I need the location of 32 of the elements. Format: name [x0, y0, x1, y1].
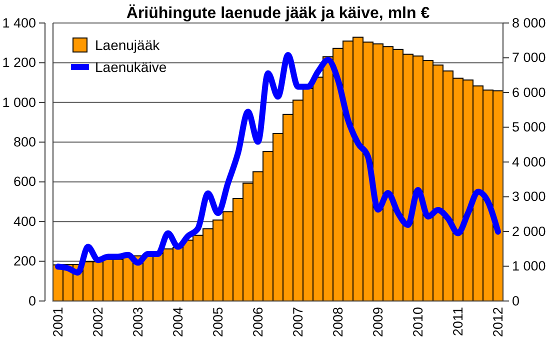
x-tick-label: 2008: [330, 307, 346, 338]
y-tick-label: 1 200: [2, 55, 36, 70]
y-tick-label: 400: [13, 214, 36, 229]
y2-tick-label: 1 000: [512, 258, 546, 274]
legend-label: Laenujääk: [95, 36, 161, 53]
y-tick-label: 800: [13, 134, 36, 150]
y-tick-label: 200: [13, 254, 36, 269]
y2-tick-label: 0: [512, 293, 520, 308]
y2-tick-label: 5 000: [512, 120, 546, 135]
y-tick-label: 1 000: [2, 94, 36, 110]
y2-tick-label: 3 000: [512, 189, 546, 204]
x-tick-label: 2007: [290, 307, 306, 338]
x-tick-label: 2006: [250, 307, 266, 338]
x-tick-label: 2001: [50, 307, 66, 338]
y2-tick-label: 7 000: [512, 50, 546, 66]
legend-label: Laenukäive: [95, 58, 167, 75]
y2-tick-label: 4 000: [512, 154, 546, 170]
y2-tick-label: 8 000: [512, 15, 546, 30]
x-tick-label: 2004: [170, 306, 186, 338]
x-tick-label: 2002: [90, 307, 106, 338]
x-tick-label: 2005: [210, 307, 226, 338]
x-tick-label: 2012: [490, 307, 506, 338]
y2-tick-label: 2 000: [512, 224, 546, 239]
y-tick-label: 600: [13, 174, 36, 190]
x-tick-label: 2009: [370, 307, 386, 338]
y-tick-label: 0: [28, 293, 36, 308]
chart-title: Äriühingute laenude jääk ja käive, mln €: [126, 4, 430, 22]
y2-tick-label: 6 000: [512, 84, 546, 100]
x-tick-label: 2010: [410, 307, 426, 338]
x-tick-label: 2003: [130, 307, 146, 338]
y-tick-label: 1 400: [2, 15, 36, 30]
x-tick-label: 2011: [450, 307, 466, 336]
